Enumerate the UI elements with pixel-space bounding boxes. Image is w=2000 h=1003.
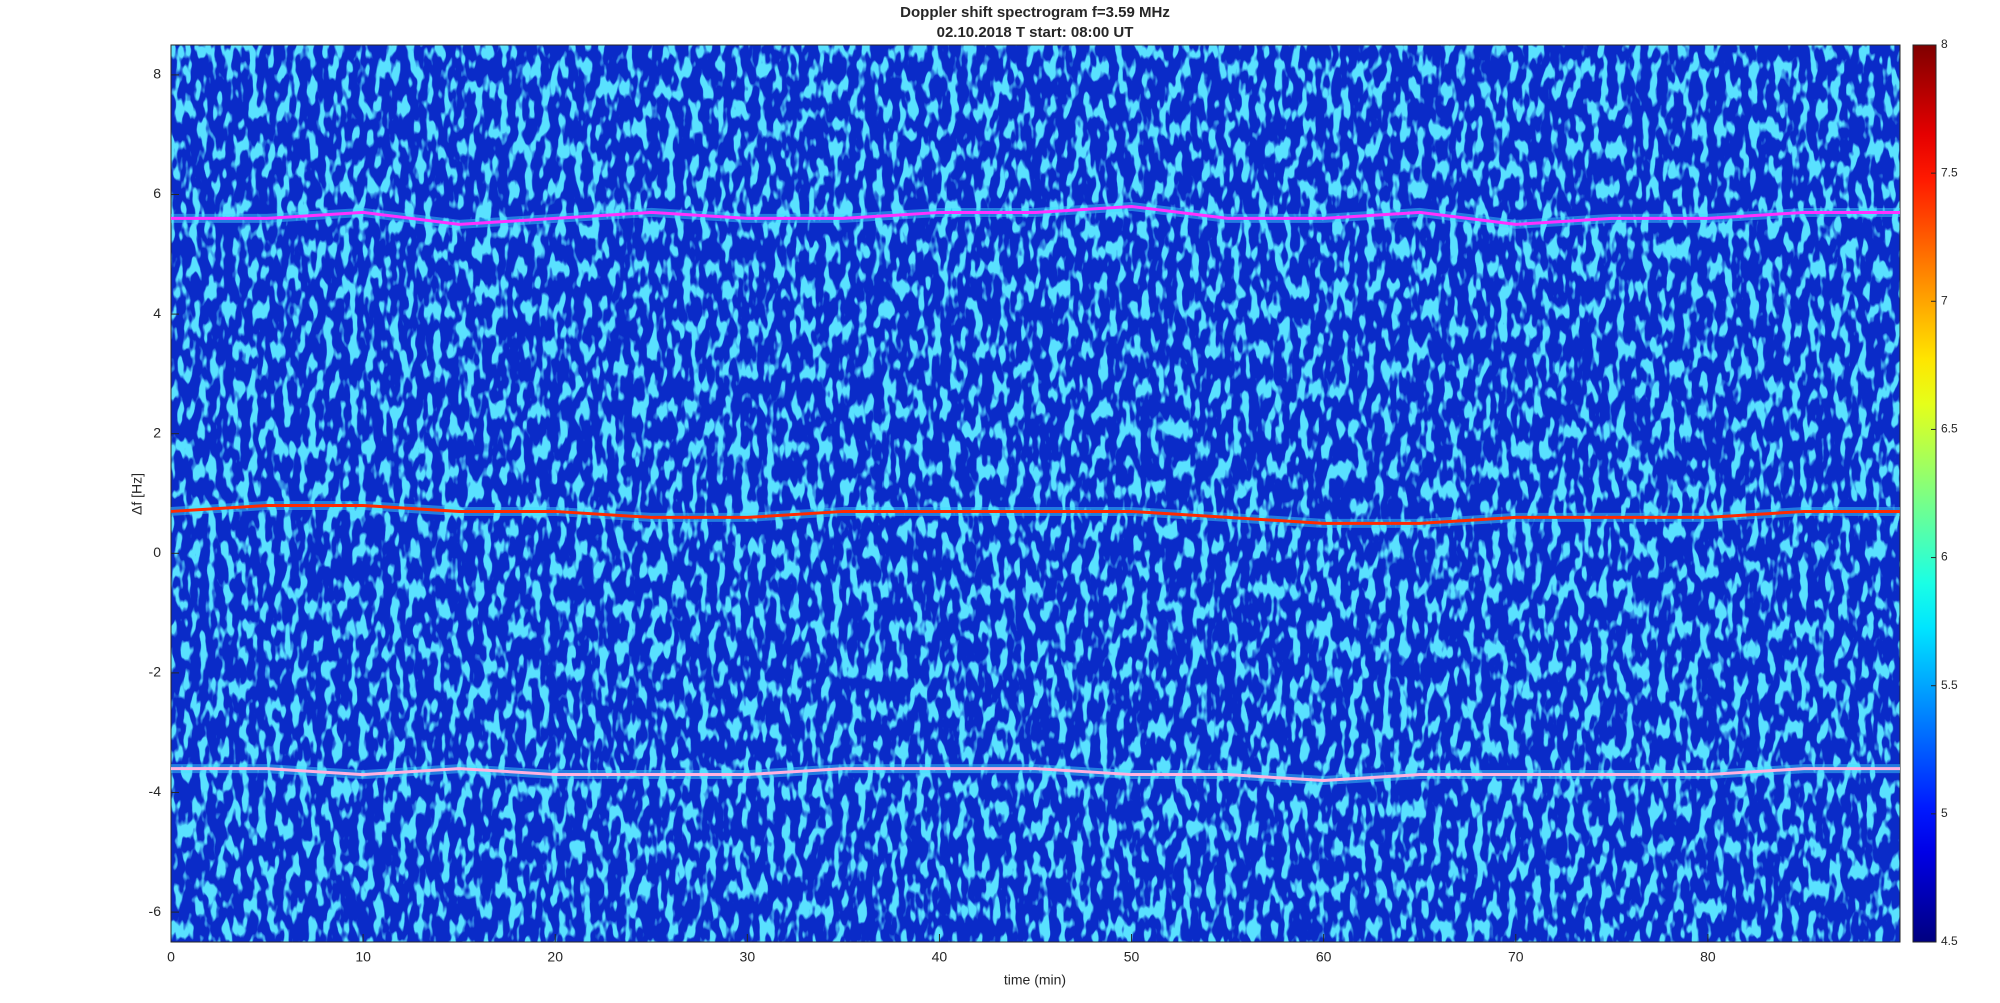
- y-tick-label: 2: [153, 424, 161, 440]
- y-tick-label: -6: [149, 903, 162, 919]
- trace: [171, 204, 1900, 226]
- chart-title: Doppler shift spectrogram f=3.59 MHz: [900, 4, 1170, 21]
- colorbar-tick-label: 4.5: [1941, 934, 1958, 948]
- y-axis-label: Δf [Hz]: [129, 473, 145, 515]
- y-tick-label: 4: [153, 305, 161, 321]
- x-tick-label: 80: [1700, 949, 1716, 965]
- x-tick-label: 10: [355, 949, 371, 965]
- y-tick-label: -2: [149, 664, 162, 680]
- y-tick-label: -4: [149, 783, 162, 799]
- x-tick-label: 20: [547, 949, 563, 965]
- x-tick-label: 30: [740, 949, 756, 965]
- trace: [170, 503, 1900, 525]
- x-tick-label: 70: [1508, 949, 1524, 965]
- x-tick-label: 50: [1124, 949, 1140, 965]
- colorbar-tick-label: 7: [1941, 293, 1948, 307]
- colorbar: [1912, 44, 1937, 943]
- colorbar-tick-label: 8: [1941, 37, 1948, 51]
- colorbar-tick-label: 5: [1941, 806, 1948, 820]
- colorbar-tick-label: 7.5: [1941, 165, 1958, 179]
- y-tick-label: 6: [153, 185, 161, 201]
- y-tick-label: 8: [153, 66, 161, 82]
- chart-subtitle: 02.10.2018 T start: 08:00 UT: [937, 24, 1134, 41]
- x-tick-label: 0: [167, 949, 175, 965]
- x-tick-label: 60: [1316, 949, 1332, 965]
- x-tick-label: 40: [932, 949, 948, 965]
- y-tick-label: 0: [153, 544, 161, 560]
- x-axis-label: time (min): [1004, 972, 1066, 988]
- spectrogram-texture: [171, 45, 1900, 942]
- plot-frame: [170, 44, 1901, 943]
- colorbar-tick-label: 6: [1941, 550, 1948, 564]
- trace: [171, 767, 1900, 783]
- colorbar-tick-label: 6.5: [1941, 422, 1958, 436]
- colorbar-tick-label: 5.5: [1941, 678, 1958, 692]
